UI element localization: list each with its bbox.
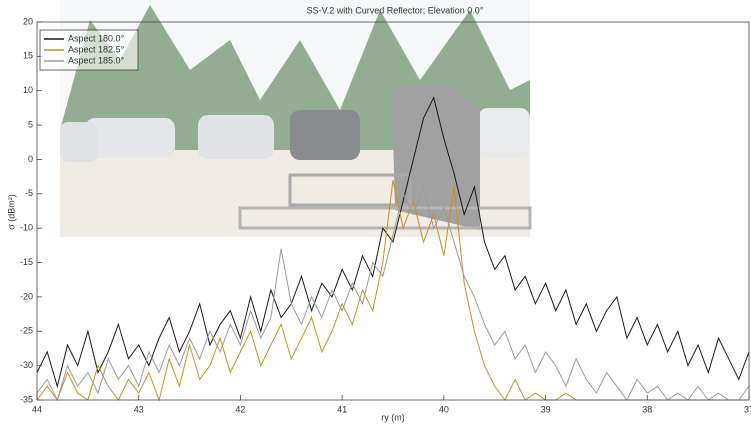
x-axis-label: ry (m)	[381, 412, 405, 422]
y-tick-label: -10	[20, 223, 33, 233]
background-photo	[60, 0, 532, 237]
y-tick-label: 15	[23, 51, 33, 61]
y-tick-label: -20	[20, 291, 33, 301]
x-tick-label: 40	[439, 404, 449, 414]
plot-frame	[36, 21, 750, 401]
y-tick-label: 5	[28, 119, 33, 129]
y-tick-label: -35	[20, 394, 33, 404]
x-tick-label: 43	[134, 404, 144, 414]
y-tick-label: -15	[20, 257, 33, 267]
x-tick-label: 41	[337, 404, 347, 414]
legend-label: Aspect 182.5°	[68, 44, 125, 54]
y-tick-label: -5	[25, 188, 33, 198]
legend-label: Aspect 185.0°	[68, 55, 125, 65]
x-tick-label: 39	[541, 404, 551, 414]
x-tick-label: 38	[642, 404, 652, 414]
y-tick-label: -25	[20, 326, 33, 336]
legend-label: Aspect 180.0°	[68, 33, 125, 43]
data-line	[36, 96, 750, 389]
y-tick-label: 0	[28, 154, 33, 164]
x-tick-label: 37	[744, 404, 751, 414]
chart-title: SS-V.2 with Curved Reflector; Elevation …	[307, 5, 484, 15]
legend: Aspect 180.0°Aspect 182.5°Aspect 185.0°	[39, 29, 139, 71]
x-tick-label: 42	[235, 404, 245, 414]
y-tick-label: 20	[23, 16, 33, 26]
y-tick-label: -30	[20, 360, 33, 370]
data-line	[36, 185, 750, 402]
y-tick-label: 10	[23, 85, 33, 95]
y-axis-label: σ (dBm²)	[6, 194, 16, 230]
x-tick-label: 44	[32, 404, 42, 414]
